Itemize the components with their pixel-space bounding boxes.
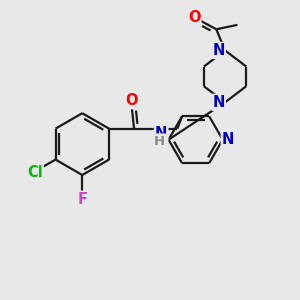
Text: F: F bbox=[77, 192, 87, 207]
Text: N: N bbox=[222, 132, 234, 147]
Text: H: H bbox=[154, 134, 165, 148]
Text: Cl: Cl bbox=[27, 165, 43, 180]
Text: O: O bbox=[188, 10, 200, 25]
Text: N: N bbox=[212, 43, 225, 58]
Text: N: N bbox=[155, 126, 167, 141]
Text: O: O bbox=[125, 93, 138, 108]
Text: N: N bbox=[212, 95, 225, 110]
